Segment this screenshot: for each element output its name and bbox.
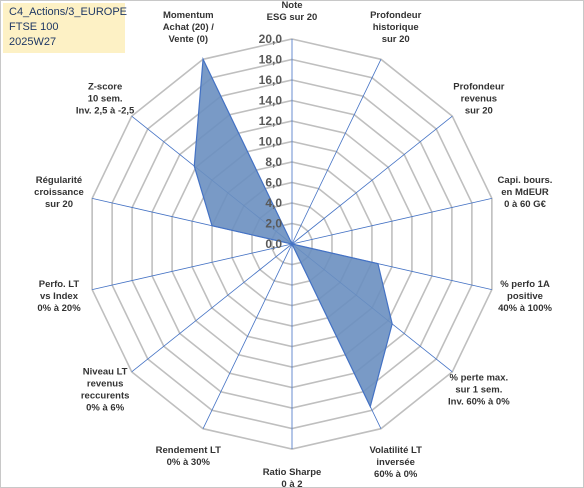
tick-label: 18,0: [259, 53, 283, 67]
category-label: Régularité croissance sur 20: [34, 175, 84, 210]
category-label-line: 60% à 0%: [374, 469, 418, 480]
category-label-line: revenus: [461, 94, 497, 105]
info-line-week: 2025W27: [9, 36, 57, 48]
category-label-line: croissance: [34, 187, 84, 198]
category-label-line: 0% à 6%: [86, 402, 125, 413]
label-layer: Note ESG sur 20 Profondeur historique sur 20…: [34, 0, 552, 488]
category-label-line: Inv. 2,5 à -2,5: [76, 106, 135, 117]
category-label: Niveau LT revenus reccurents 0% à 6%: [81, 366, 130, 413]
category-label-line: positive: [507, 291, 543, 302]
category-label: Z-score 10 sem. Inv. 2,5 à -2,5: [76, 82, 135, 117]
tick-label: 8,0: [265, 155, 282, 169]
category-label-line: 0% à 20%: [37, 303, 81, 314]
category-label-line: Achat (20) /: [163, 22, 215, 33]
category-label-line: revenus: [87, 378, 123, 389]
category-label: Rendement LT 0% à 30%: [156, 445, 221, 468]
axis-spoke: [291, 59, 382, 245]
category-label-line: Capi. bours.: [498, 175, 553, 186]
tick-label: 10,0: [259, 135, 283, 149]
category-label-line: Perfo. LT: [39, 279, 80, 290]
category-label-line: sur 20: [45, 199, 73, 210]
category-label-line: 40% à 100%: [498, 303, 552, 314]
tick-label: 14,0: [259, 94, 283, 108]
category-label-line: en MdEUR: [501, 187, 549, 198]
axis-spoke: [291, 115, 453, 245]
category-label-line: Volatilité LT: [369, 445, 422, 456]
tick-label: 6,0: [265, 176, 282, 190]
category-label-line: sur 1 sem.: [455, 384, 502, 395]
info-line-index-group: C4_Actions/3_EUROPE: [9, 6, 127, 18]
category-label: Momentum Achat (20) / Vente (0): [163, 10, 215, 45]
category-label-line: Momentum: [163, 10, 214, 21]
tick-label: 16,0: [259, 73, 283, 87]
category-label-line: Ratio Sharpe: [263, 467, 322, 478]
tick-label: 12,0: [259, 114, 283, 128]
info-line-index-name: FTSE 100: [9, 21, 59, 33]
category-label-line: Niveau LT: [83, 366, 128, 377]
category-label-line: inversée: [376, 457, 415, 468]
axis-spoke: [92, 243, 293, 291]
category-label: Profondeur revenus sur 20: [453, 82, 504, 117]
category-label-line: Rendement LT: [156, 445, 221, 456]
tick-label: 20,0: [259, 32, 283, 46]
category-label: Perfo. LT vs Index 0% à 20%: [37, 279, 81, 314]
category-label: Capi. bours. en MdEUR 0 à 60 G€: [498, 175, 553, 210]
category-label-line: Inv. 60% à 0%: [448, 396, 510, 407]
tick-label: 2,0: [265, 217, 282, 231]
series-layer: [193, 57, 393, 409]
category-label-line: sur 20: [465, 106, 493, 117]
category-label-line: reccurents: [81, 390, 130, 401]
category-label: Ratio Sharpe 0 à 2: [263, 467, 322, 488]
category-label-line: 0 à 60 G€: [504, 199, 546, 210]
category-label-line: Profondeur: [370, 10, 421, 21]
category-label-line: 0 à 2: [281, 479, 302, 488]
category-label-line: % perte max.: [450, 372, 509, 383]
tick-label: 4,0: [265, 196, 282, 210]
category-label: Volatilité LT inversée 60% à 0%: [369, 445, 422, 480]
category-label-line: Z-score: [88, 82, 122, 93]
axis-spoke: [291, 197, 492, 245]
axis-spoke: [202, 243, 293, 429]
category-label-line: 10 sem.: [88, 94, 123, 105]
category-label-line: Note: [281, 0, 302, 11]
series-area: [193, 57, 393, 409]
category-label-line: sur 20: [382, 34, 410, 45]
category-label: % perte max. sur 1 sem. Inv. 60% à 0%: [448, 372, 510, 407]
category-label: Note ESG sur 20: [267, 0, 318, 23]
category-label-line: vs Index: [40, 291, 79, 302]
tick-layer: 0,0 2,0 4,0 6,0 8,0 10,0 12,0 14,0 16,0 18,0 20,0: [259, 32, 283, 251]
category-label: Profondeur historique sur 20: [370, 10, 421, 45]
category-label-line: historique: [373, 22, 419, 33]
info-box: C4_Actions/3_EUROPE FTSE 100 2025W27: [3, 3, 127, 53]
category-label-line: Vente (0): [168, 34, 208, 45]
tick-label: 0,0: [265, 237, 282, 251]
axis-spoke: [131, 243, 293, 373]
category-label: % perfo 1A positive 40% à 100%: [498, 279, 552, 314]
category-label-line: % perfo 1A: [500, 279, 550, 290]
category-label-line: ESG sur 20: [267, 12, 318, 23]
category-label-line: Profondeur: [453, 82, 504, 93]
category-label-line: Régularité: [36, 175, 82, 186]
category-label-line: 0% à 30%: [167, 457, 211, 468]
